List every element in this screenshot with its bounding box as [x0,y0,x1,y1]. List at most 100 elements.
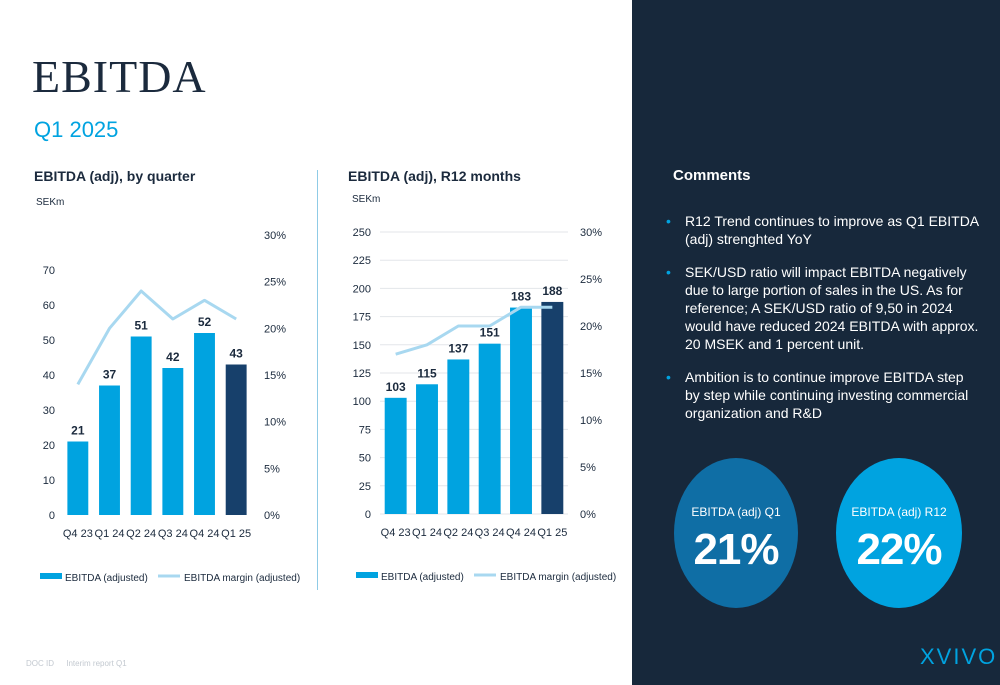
data-label: 103 [386,380,406,394]
y2-tick-label: 5% [264,463,280,475]
x-tick-label: Q3 24 [475,527,505,539]
y-tick-label: 225 [353,255,371,267]
kpi-circle-q1: EBITDA (adj) Q1 21% [674,458,798,608]
bar [225,364,247,515]
y2-tick-label: 20% [580,321,602,333]
comments-list: • R12 Trend continues to improve as Q1 EB… [666,212,982,437]
bar [130,336,152,515]
kpi-value: 21% [693,525,779,574]
y-tick-label: 125 [353,368,371,380]
legend-label-line: EBITDA margin (adjusted) [184,573,300,584]
y-tick-label: 0 [49,510,55,522]
x-tick-label: Q2 24 [443,527,473,539]
y2-tick-label: 0% [580,509,596,521]
kpi-label: EBITDA (adj) R12 [851,505,947,519]
bullet-icon: • [666,264,671,280]
data-label: 137 [448,341,468,355]
xvivo-logo: XVIVO [920,644,998,669]
legend-swatch-bars [40,573,62,579]
bar [478,343,501,514]
comment-item: • SEK/USD ratio will impact EBITDA negati… [666,263,982,353]
footer: DOC ID Interim report Q1 [26,659,137,668]
y-tick-label: 25 [359,481,371,493]
x-tick-label: Q1 24 [412,527,442,539]
kpi-circle-r12: EBITDA (adj) R12 22% [836,458,962,608]
y-tick-label: 0 [365,509,371,521]
data-label: 42 [166,350,180,364]
bar [541,301,564,514]
footer-doc-name: Interim report Q1 [66,659,127,668]
data-label: 21 [71,424,85,438]
y2-tick-label: 30% [264,230,286,242]
kpi-value: 22% [856,525,942,574]
x-tick-label: Q1 25 [221,528,251,540]
page-subtitle: Q1 2025 [34,117,119,142]
data-label: 37 [103,368,117,382]
bullet-icon: • [666,369,671,385]
comment-item: • Ambition is to continue improve EBITDA … [666,368,982,422]
y-axis-label: SEKm [36,197,64,208]
x-tick-label: Q4 23 [63,528,93,540]
y-tick-label: 200 [353,283,371,295]
x-tick-label: Q2 24 [126,528,156,540]
bar [162,368,184,515]
x-tick-label: Q4 23 [381,527,411,539]
comment-item: • R12 Trend continues to improve as Q1 EB… [666,212,982,248]
chart-1-title: EBITDA (adj), by quarter [34,168,196,184]
y-tick-label: 50 [43,335,55,347]
y2-tick-label: 15% [264,370,286,382]
y-tick-label: 150 [353,340,371,352]
y-tick-label: 175 [353,312,371,324]
chart-divider [317,170,318,590]
data-label: 151 [480,326,500,340]
data-label: 188 [542,284,562,298]
data-label: 115 [417,366,437,380]
legend-label-bars: EBITDA (adjusted) [381,572,464,583]
bar [67,441,89,515]
chart-ebitda-by-quarter: SEKm 0 10 20 30 40 50 60 70 0% 5% 10% 15% 20% 25% 30% 21… [36,197,300,584]
data-label: 52 [198,315,212,329]
x-tick-label: Q1 24 [95,528,125,540]
bar [384,397,407,514]
bar [510,307,532,514]
bullet-icon: • [666,213,671,229]
y-tick-label: 10 [43,475,55,487]
y-tick-label: 30 [43,405,55,417]
y2-tick-label: 20% [264,323,286,335]
y2-tick-label: 30% [580,227,602,239]
y2-tick-label: 0% [264,510,280,522]
comment-text: R12 Trend continues to improve as Q1 EBI… [685,213,979,247]
y2-tick-label: 10% [264,417,286,429]
y-tick-label: 100 [353,396,371,408]
x-tick-label: Q4 24 [190,528,220,540]
bar [99,385,120,515]
y-tick-label: 40 [43,370,55,382]
legend-swatch-bars [356,572,378,578]
margin-line [395,305,553,356]
y-tick-label: 250 [353,227,371,239]
y-axis-label: SEKm [352,194,380,205]
comment-text: SEK/USD ratio will impact EBITDA negativ… [685,264,979,352]
comments-panel: Comments • R12 Trend continues to improve… [632,0,1000,685]
data-label: 43 [229,347,243,361]
x-tick-label: Q3 24 [158,528,188,540]
kpi-label: EBITDA (adj) Q1 [691,505,781,519]
bar [447,359,470,514]
x-tick-label: Q1 25 [537,527,567,539]
y2-tick-label: 5% [580,462,596,474]
y2-tick-label: 25% [264,277,286,289]
chart-2-title: EBITDA (adj), R12 months [348,168,521,184]
y2-tick-label: 15% [580,368,602,380]
y-tick-label: 70 [43,265,55,277]
legend-label-line: EBITDA margin (adjusted) [500,572,616,583]
bar [416,384,438,514]
legend-label-bars: EBITDA (adjusted) [65,573,148,584]
chart-ebitda-r12: SEKm 0 25 50 75 100 125 150 175 200 225 250 0% 5% 10% 1… [352,194,616,583]
page-title: EBITDA [32,51,207,102]
comments-title: Comments [673,167,751,184]
y-tick-label: 50 [359,453,371,465]
y-tick-label: 75 [359,424,371,436]
footer-doc-id: DOC ID [26,659,54,668]
x-tick-label: Q4 24 [506,527,536,539]
y2-tick-label: 25% [580,274,602,286]
